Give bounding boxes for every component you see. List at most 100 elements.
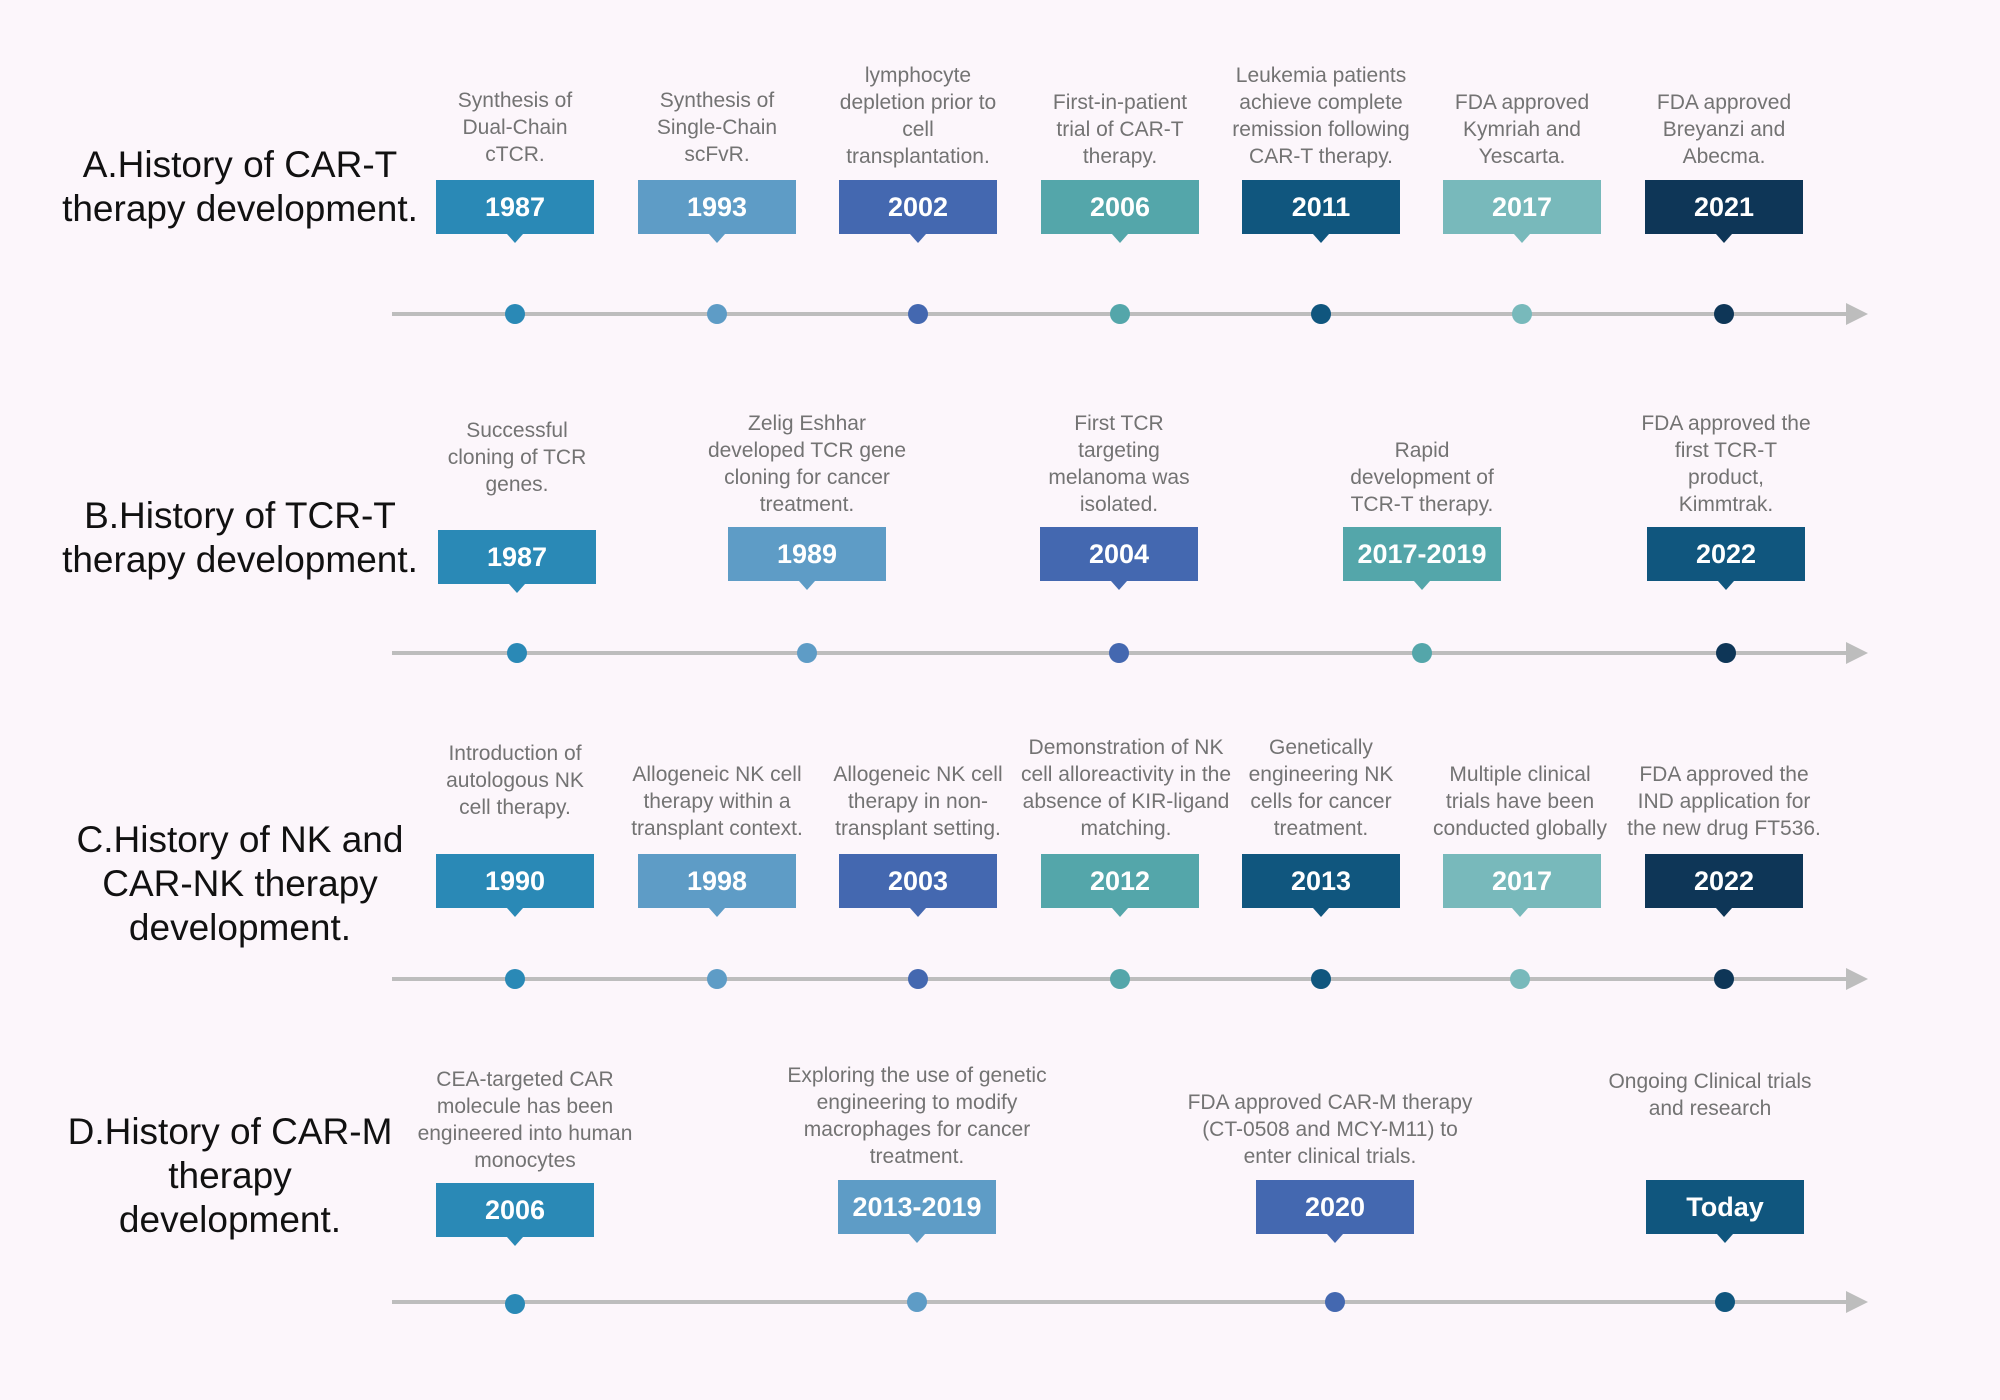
row-title: A.History of CAR-T therapy development.: [62, 144, 418, 229]
box-pointer: [1313, 234, 1329, 243]
axis-arrowhead: [1846, 968, 1868, 990]
box-pointer: [509, 584, 525, 593]
year-box: 2012: [1041, 854, 1199, 908]
event-description: FDA approved CAR-M therapy (CT-0508 and …: [1187, 1091, 1473, 1168]
year-box: 2011: [1242, 180, 1400, 234]
year-box: 1990: [436, 854, 594, 908]
event-description: Zelig Eshhar developed TCR gene cloning …: [707, 412, 907, 516]
timeline-dot: [1412, 643, 1432, 663]
year-box: Today: [1646, 1180, 1804, 1234]
event-description: FDA approved the first TCR-T product, Ki…: [1641, 412, 1811, 516]
box-pointer: [1111, 581, 1127, 590]
year-box: 1989: [728, 527, 886, 581]
row-title: B.History of TCR-T therapy development.: [62, 495, 418, 580]
box-pointer: [799, 581, 815, 590]
axis-arrowhead: [1846, 1291, 1868, 1313]
timeline-dot: [1512, 304, 1532, 324]
timeline-dot: [505, 304, 525, 324]
year-box: 2022: [1647, 527, 1805, 581]
box-pointer: [1716, 908, 1732, 917]
event-description: Genetically engineering NK cells for can…: [1248, 736, 1394, 840]
year-box: 2017: [1443, 180, 1601, 234]
box-pointer: [507, 908, 523, 917]
year-box: 2022: [1645, 854, 1803, 908]
box-pointer: [507, 234, 523, 243]
year-box: 1993: [638, 180, 796, 234]
timeline-dot: [707, 304, 727, 324]
year-box: 2020: [1256, 1180, 1414, 1234]
event-description: Ongoing Clinical trials and research: [1608, 1070, 1812, 1120]
axis-arrowhead: [1846, 642, 1868, 664]
year-box: 2017: [1443, 854, 1601, 908]
timeline-dot: [505, 969, 525, 989]
timeline-dot: [507, 643, 527, 663]
axis-arrowhead: [1846, 303, 1868, 325]
row-title: D.History of CAR-M therapy development.: [67, 1111, 393, 1240]
row-title: C.History of NK and CAR-NK therapy devel…: [76, 819, 404, 948]
event-description: CEA-targeted CAR molecule has been engin…: [417, 1068, 633, 1172]
event-description: Multiple clinical trials have been condu…: [1433, 763, 1607, 840]
timeline-dot: [707, 969, 727, 989]
timeline-dot: [505, 1294, 525, 1314]
timeline-axis: [392, 1300, 1858, 1304]
box-pointer: [1514, 234, 1530, 243]
box-pointer: [1716, 234, 1732, 243]
event-description: Leukemia patients achieve complete remis…: [1232, 64, 1410, 168]
box-pointer: [1717, 1234, 1733, 1243]
event-description: Successful cloning of TCR genes.: [447, 419, 587, 496]
year-box: 2013: [1242, 854, 1400, 908]
box-pointer: [1112, 234, 1128, 243]
event-description: FDA approved Kymriah and Yescarta.: [1454, 91, 1590, 168]
timeline-dot: [908, 304, 928, 324]
timeline-dot: [1716, 643, 1736, 663]
event-description: Allogeneic NK cell therapy in non-transp…: [833, 763, 1003, 840]
box-pointer: [1112, 908, 1128, 917]
timeline-dot: [1714, 969, 1734, 989]
timeline-dot: [1311, 969, 1331, 989]
timeline-dot: [1325, 1292, 1345, 1312]
year-box: 2021: [1645, 180, 1803, 234]
box-pointer: [910, 234, 926, 243]
box-pointer: [1512, 908, 1528, 917]
box-pointer: [507, 1237, 523, 1246]
timeline-dot: [797, 643, 817, 663]
year-box: 1998: [638, 854, 796, 908]
timeline-dot: [908, 969, 928, 989]
event-description: Rapid development of TCR-T therapy.: [1350, 439, 1494, 516]
box-pointer: [1313, 908, 1329, 917]
year-box: 2006: [436, 1183, 594, 1237]
event-description: FDA approved the IND application for the…: [1627, 763, 1821, 840]
timeline-dot: [1510, 969, 1530, 989]
year-box: 2004: [1040, 527, 1198, 581]
year-box: 2003: [839, 854, 997, 908]
event-description: Synthesis of Dual-Chain cTCR.: [457, 89, 573, 166]
event-description: First-in-patient trial of CAR-T therapy.: [1052, 91, 1188, 168]
box-pointer: [1718, 581, 1734, 590]
year-box: 2013-2019: [838, 1180, 996, 1234]
box-pointer: [910, 908, 926, 917]
event-description: Demonstration of NK cell alloreactivity …: [1020, 736, 1232, 840]
year-box: 2006: [1041, 180, 1199, 234]
event-description: FDA approved Breyanzi and Abecma.: [1656, 91, 1792, 168]
timeline-dot: [1110, 304, 1130, 324]
box-pointer: [709, 908, 725, 917]
event-description: Allogeneic NK cell therapy within a tran…: [631, 763, 803, 840]
year-box: 2017-2019: [1343, 527, 1501, 581]
event-description: First TCR targeting melanoma was isolate…: [1048, 412, 1190, 516]
timeline-dot: [1714, 304, 1734, 324]
timeline-dot: [1109, 643, 1129, 663]
event-description: Exploring the use of genetic engineering…: [787, 1064, 1047, 1168]
timeline-dot: [1311, 304, 1331, 324]
year-box: 1987: [436, 180, 594, 234]
year-box: 2002: [839, 180, 997, 234]
box-pointer: [1327, 1234, 1343, 1243]
event-description: lymphocyte depletion prior to cell trans…: [839, 64, 997, 168]
year-box: 1987: [438, 530, 596, 584]
timeline-dot: [1715, 1292, 1735, 1312]
box-pointer: [909, 1234, 925, 1243]
timeline-dot: [1110, 969, 1130, 989]
box-pointer: [709, 234, 725, 243]
event-description: Introduction of autologous NK cell thera…: [446, 742, 584, 819]
event-description: Synthesis of Single-Chain scFvR.: [656, 89, 778, 166]
box-pointer: [1414, 581, 1430, 590]
